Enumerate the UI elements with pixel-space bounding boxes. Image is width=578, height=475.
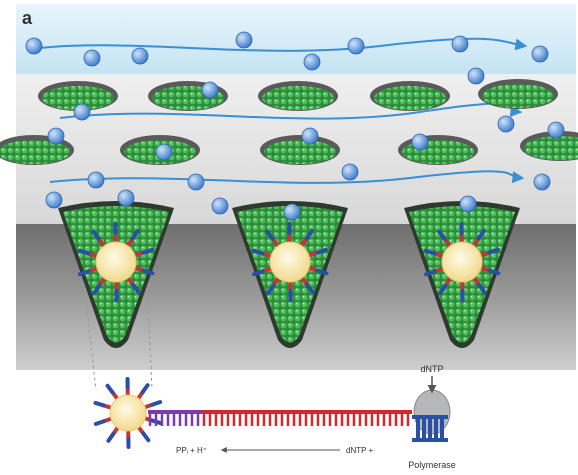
surface-hole: [370, 81, 450, 111]
well-bead: [251, 222, 329, 302]
detail-sequencing-reaction: dNTP PPᵢ + H⁺ dNTP + Polymerase: [93, 364, 456, 470]
reagent-sphere: [25, 37, 43, 55]
reagent-sphere: [131, 47, 149, 65]
reagent-sphere: [467, 67, 485, 85]
reagent-sphere: [235, 31, 253, 49]
surface-hole: [260, 135, 340, 165]
dntp-plus-label: dNTP +: [346, 446, 374, 455]
reagent-sphere: [201, 81, 219, 99]
polymerase: [412, 389, 451, 442]
panel-label: a: [22, 8, 33, 28]
well-bead: [423, 222, 501, 302]
wells: [58, 201, 520, 348]
surface-hole: [478, 79, 558, 109]
well-bead: [77, 222, 155, 302]
reagent-sphere: [83, 49, 101, 67]
reagent-sphere: [303, 53, 321, 71]
detail-bead: [93, 377, 163, 449]
dntp-label: dNTP: [420, 364, 443, 374]
dna-strand: [148, 410, 412, 426]
reagent-sphere: [301, 127, 319, 145]
reagent-sphere: [87, 171, 105, 189]
reagent-sphere: [187, 173, 205, 191]
reagent-sphere: [283, 203, 301, 221]
flow-arrow-3: [49, 170, 525, 184]
well: [232, 201, 348, 348]
surface-hole: [38, 81, 118, 111]
ppi-h-label: PPᵢ + H⁺: [176, 446, 207, 455]
reagent-molecules: [25, 31, 565, 221]
surface-holes: [0, 79, 578, 165]
well: [404, 201, 520, 348]
reagent-sphere: [155, 143, 173, 161]
reagent-sphere: [341, 163, 359, 181]
reagent-sphere: [411, 133, 429, 151]
surface-hole: [398, 135, 478, 165]
well: [58, 201, 174, 348]
surface-hole: [520, 131, 578, 161]
reagent-sphere: [459, 195, 477, 213]
reagent-sphere: [533, 173, 551, 191]
flow-arrow-1: [39, 37, 528, 52]
reagent-sphere: [531, 45, 549, 63]
reagent-sphere: [45, 191, 63, 209]
reagent-sphere: [211, 197, 229, 215]
polymerase-label: Polymerase: [408, 460, 456, 470]
reagent-sphere: [47, 127, 65, 145]
reagent-sphere: [547, 121, 565, 139]
reagent-sphere: [451, 35, 469, 53]
reagent-sphere: [497, 115, 515, 133]
surface-hole: [258, 81, 338, 111]
reagent-sphere: [73, 103, 91, 121]
reagent-sphere: [347, 37, 365, 55]
reagent-sphere: [117, 189, 135, 207]
